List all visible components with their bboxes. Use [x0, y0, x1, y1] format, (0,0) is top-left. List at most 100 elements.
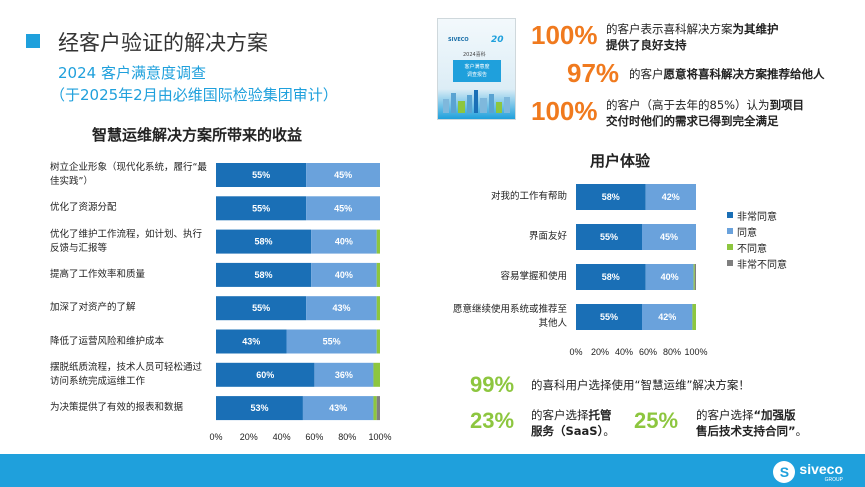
category-label: 降低了运营风险和维护成本	[50, 335, 165, 347]
bar-agree	[642, 304, 693, 330]
report-year: 2024喜科	[463, 52, 486, 58]
bar-value-label: 42%	[658, 312, 676, 322]
bar-agree	[286, 329, 377, 354]
x-tick-label: 20%	[591, 347, 609, 357]
bar-value-label: 43%	[329, 403, 347, 413]
bar-value-label: 43%	[332, 303, 350, 313]
bar-value-label: 45%	[334, 170, 352, 180]
x-tick-label: 100%	[684, 347, 707, 357]
x-tick-label: 40%	[273, 432, 291, 442]
bar-agree	[302, 396, 374, 421]
legend-strongly-disagree: 非常不同意	[727, 255, 787, 271]
bar-disagree	[693, 264, 695, 290]
bar-agree	[645, 184, 696, 210]
x-tick-label: 80%	[338, 432, 356, 442]
category-label: 优化了资源分配	[50, 202, 117, 214]
ux-chart: 58% 42% 55% 45% 58% 40% 55% 42% 0% 20% 40% 60% 80% 10…	[569, 184, 708, 357]
x-tick-label: 0%	[209, 432, 222, 442]
report-cover-image: SIVECO 20 2024喜科 客户满意度 调查报告	[437, 18, 516, 120]
footer-tagline: GROUP	[824, 477, 843, 483]
legend-agree: 同意	[727, 223, 787, 239]
bar-value-label: 58%	[602, 272, 620, 282]
bar-value-label: 58%	[602, 192, 620, 202]
ux-chart-title: 用户体验	[590, 152, 651, 170]
bar-disagree	[376, 296, 380, 321]
report-band: 客户满意度 调查报告	[453, 60, 501, 82]
bar-strongly-agree	[216, 229, 312, 254]
bar-agree	[645, 264, 694, 290]
bar-disagree	[376, 262, 380, 287]
bar-agree	[306, 163, 380, 187]
bar-agree	[642, 224, 696, 250]
footer-logo[interactable]: S siveco GROUP	[773, 461, 843, 483]
stat-saas-value: 23%	[470, 408, 515, 433]
bar-strongly-agree	[216, 396, 303, 421]
x-tick-label: 20%	[240, 432, 258, 442]
benefits-chart-title: 智慧运维解决方案所带来的收益	[92, 126, 303, 144]
footer-brand: siveco	[799, 461, 843, 477]
bar-value-label: 53%	[250, 403, 268, 413]
stat-requirements-text: 的客户（高于去年的85%）认为到项目 交付时他们的需求已得到完全满足	[606, 98, 805, 128]
bar-agree	[306, 196, 380, 221]
stat-recommend-value: 97%	[567, 58, 620, 88]
stat-requirements-value: 100%	[531, 96, 598, 126]
bar-value-label: 55%	[252, 170, 270, 180]
category-label: 摆脱纸质流程，技术人员可轻松通过访问系统完成运维工作	[50, 361, 203, 387]
legend-disagree: 不同意	[727, 239, 787, 255]
category-label: 容易掌握和使用	[500, 271, 567, 282]
stat-usage-text: 的喜科用户选择使用“智慧运维”解决方案！	[531, 378, 750, 392]
bar-strongly-agree	[216, 262, 312, 287]
siveco-logo-icon: S	[773, 461, 796, 483]
x-tick-label: 0%	[569, 347, 582, 357]
bar-value-label: 58%	[255, 270, 273, 280]
x-tick-label: 60%	[305, 432, 323, 442]
category-label: 为决策提供了有效的报表和数据	[50, 402, 184, 414]
bar-value-label: 40%	[335, 237, 353, 247]
stat-recommend-text: 的客户愿意将喜科解决方案推荐给他人	[629, 67, 825, 81]
bar-value-label: 43%	[242, 337, 260, 347]
category-label: 愿意继续使用系统或推荐至其他人	[452, 304, 567, 329]
benefits-chart: 55% 45% 55% 45% 58% 40% 58% 40% 55% 43% 43% 55% 60% 3…	[209, 163, 392, 442]
report-badge: 20	[491, 35, 504, 45]
survey-title: 2024 客户满意度调查	[58, 64, 206, 82]
category-label: 界面友好	[528, 231, 567, 242]
x-tick-label: 80%	[663, 347, 681, 357]
category-label: 优化了维护工作流程，如计划、执行反馈与汇报等	[50, 228, 203, 254]
bar-value-label: 36%	[335, 370, 353, 380]
bar-strongly-agree	[576, 184, 646, 210]
bar-disagree	[376, 229, 380, 254]
bar-strongly-disagree	[376, 396, 380, 421]
bar-agree	[306, 296, 377, 321]
footer-bar: S siveco GROUP	[0, 454, 865, 487]
bar-strongly-agree	[576, 264, 646, 290]
bar-disagree	[376, 329, 380, 354]
bar-value-label: 55%	[323, 337, 341, 347]
stat-saas-text: 的客户选择托管 服务（SaaS）。	[531, 408, 615, 438]
x-tick-label: 100%	[368, 432, 391, 442]
bar-value-label: 55%	[252, 203, 270, 213]
category-label: 对我的工作有帮助	[490, 191, 567, 202]
stat-support-value: 100%	[531, 20, 598, 50]
title-bullet	[26, 34, 40, 48]
report-logo: SIVECO	[448, 37, 469, 43]
stat-support-contract-text: 的客户选择“加强版 售后技术支持合同”。	[696, 408, 808, 438]
bar-value-label: 45%	[334, 203, 352, 213]
bar-strongly-agree	[216, 362, 315, 387]
bar-value-label: 55%	[252, 303, 270, 313]
bar-value-label: 40%	[661, 272, 679, 282]
bar-agree	[311, 262, 377, 287]
bar-strongly-agree	[576, 304, 642, 330]
bar-value-label: 45%	[660, 232, 678, 242]
page-title: 经客户验证的解决方案	[58, 31, 268, 55]
bar-strongly-agree	[576, 224, 642, 250]
x-tick-label: 40%	[615, 347, 633, 357]
bar-disagree	[692, 304, 696, 330]
bar-agree	[311, 229, 377, 254]
legend-strongly-agree: 非常同意	[727, 207, 787, 223]
city-skyline-icon	[443, 90, 510, 113]
bar-strongly-agree	[216, 163, 307, 187]
x-tick-label: 60%	[639, 347, 657, 357]
bar-value-label: 42%	[662, 192, 680, 202]
ux-chart-legend: 非常同意 同意 不同意 非常不同意	[727, 207, 787, 271]
bar-strongly-agree	[216, 196, 307, 221]
